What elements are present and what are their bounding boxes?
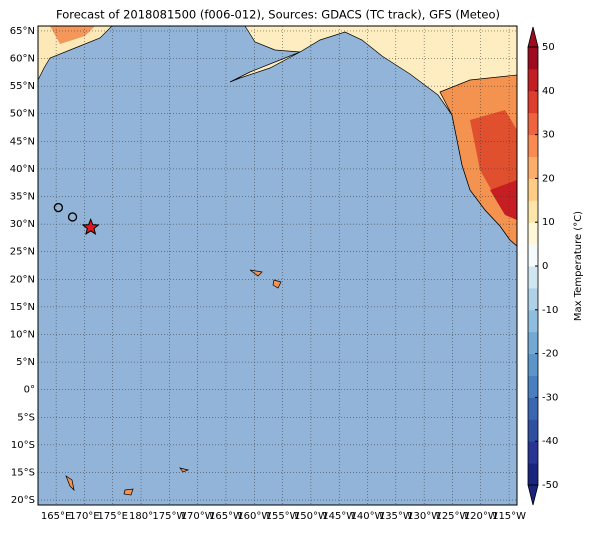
lat-label: 30°N bbox=[10, 219, 35, 230]
map-frame bbox=[37, 25, 518, 506]
colorbar-extend bbox=[527, 484, 539, 506]
colorbar-bin bbox=[528, 441, 538, 464]
colorbar-tick-label: 0 bbox=[542, 261, 548, 272]
colorbar-bin bbox=[528, 200, 538, 223]
colorbar-tick-label: -10 bbox=[542, 305, 558, 316]
colorbar-bin bbox=[528, 68, 538, 92]
track-point bbox=[67, 212, 78, 222]
colorbar-bin bbox=[528, 375, 538, 398]
lon-label: 125°W bbox=[435, 511, 469, 522]
colorbar-bin bbox=[528, 244, 538, 267]
colorbar-bin bbox=[528, 397, 538, 420]
lat-label: 0° bbox=[24, 385, 35, 396]
lon-label: 120°W bbox=[464, 511, 498, 522]
colorbar-bin bbox=[528, 134, 538, 157]
colorbar-bin bbox=[528, 419, 538, 442]
lat-label: 15°S bbox=[11, 467, 35, 478]
colorbar-bin bbox=[528, 266, 538, 289]
lat-label: 15°N bbox=[10, 302, 35, 313]
lat-label: 20°S bbox=[11, 495, 35, 506]
lat-label: 5°S bbox=[17, 412, 35, 423]
colorbar-tick-label: 50 bbox=[542, 42, 555, 53]
lat-label: 20°N bbox=[10, 274, 35, 285]
title: Forecast of 2018081500 (f006-012), Sourc… bbox=[56, 8, 500, 22]
colorbar-bin bbox=[528, 222, 538, 245]
colorbar-bin bbox=[528, 112, 538, 136]
lat-label: 5°N bbox=[16, 357, 35, 368]
colorbar-tick-label: -40 bbox=[542, 436, 558, 447]
current-position bbox=[81, 218, 100, 236]
lat-label: 25°N bbox=[10, 247, 35, 258]
colorbar-bin bbox=[528, 90, 538, 114]
colorbar-tick-label: 40 bbox=[542, 86, 555, 97]
colorbar-bin bbox=[528, 287, 538, 311]
lat-label: 10°S bbox=[11, 440, 35, 451]
lat-label: 40°N bbox=[10, 164, 35, 175]
colorbar-bin bbox=[528, 353, 538, 376]
colorbar-bin bbox=[528, 309, 538, 333]
lon-label: 140°W bbox=[351, 511, 385, 522]
lon-label: 135°W bbox=[379, 511, 413, 522]
lat-label: 50°N bbox=[10, 109, 35, 120]
colorbar-extend bbox=[527, 26, 539, 48]
lon-label: 170°E bbox=[69, 511, 99, 522]
lat-label: 10°N bbox=[10, 329, 35, 340]
colorbar-bin bbox=[528, 331, 538, 355]
lon-label: 165°W bbox=[209, 511, 243, 522]
lat-label: 60°N bbox=[10, 54, 35, 65]
colorbar-tick-label: 10 bbox=[542, 217, 555, 228]
lon-label: 145°W bbox=[322, 511, 356, 522]
lat-label: 65°N bbox=[10, 26, 35, 37]
lat-label: 55°N bbox=[10, 81, 35, 92]
lon-label: 155°W bbox=[266, 511, 300, 522]
colorbar-bin bbox=[528, 156, 538, 179]
lat-label: 35°N bbox=[10, 192, 35, 203]
lon-label: 160°W bbox=[237, 511, 271, 522]
lon-label: 150°W bbox=[294, 511, 328, 522]
colorbar-bin bbox=[528, 47, 538, 70]
lon-label: 130°W bbox=[407, 511, 441, 522]
lon-label: 170°W bbox=[181, 511, 215, 522]
colorbar-tick-label: -50 bbox=[542, 480, 558, 491]
lat-label: 45°N bbox=[10, 136, 35, 147]
colorbar-bin bbox=[528, 463, 538, 486]
colorbar-tick-label: -20 bbox=[542, 349, 558, 360]
lon-label: 115°W bbox=[492, 511, 526, 522]
lon-label: 175°W bbox=[152, 511, 186, 522]
lon-label: 165°E bbox=[41, 511, 71, 522]
lon-label: 175°E bbox=[98, 511, 128, 522]
colorbar-tick-label: -30 bbox=[542, 392, 558, 403]
colorbar-tick-label: 20 bbox=[542, 173, 555, 184]
colorbar-tick-label: 30 bbox=[542, 130, 555, 141]
colorbar-bin bbox=[528, 178, 538, 201]
ocean bbox=[38, 26, 517, 505]
track-point bbox=[53, 202, 64, 213]
lon-label: 180° bbox=[129, 511, 153, 522]
colorbar-label: Max Temperature (°C) bbox=[573, 211, 584, 321]
